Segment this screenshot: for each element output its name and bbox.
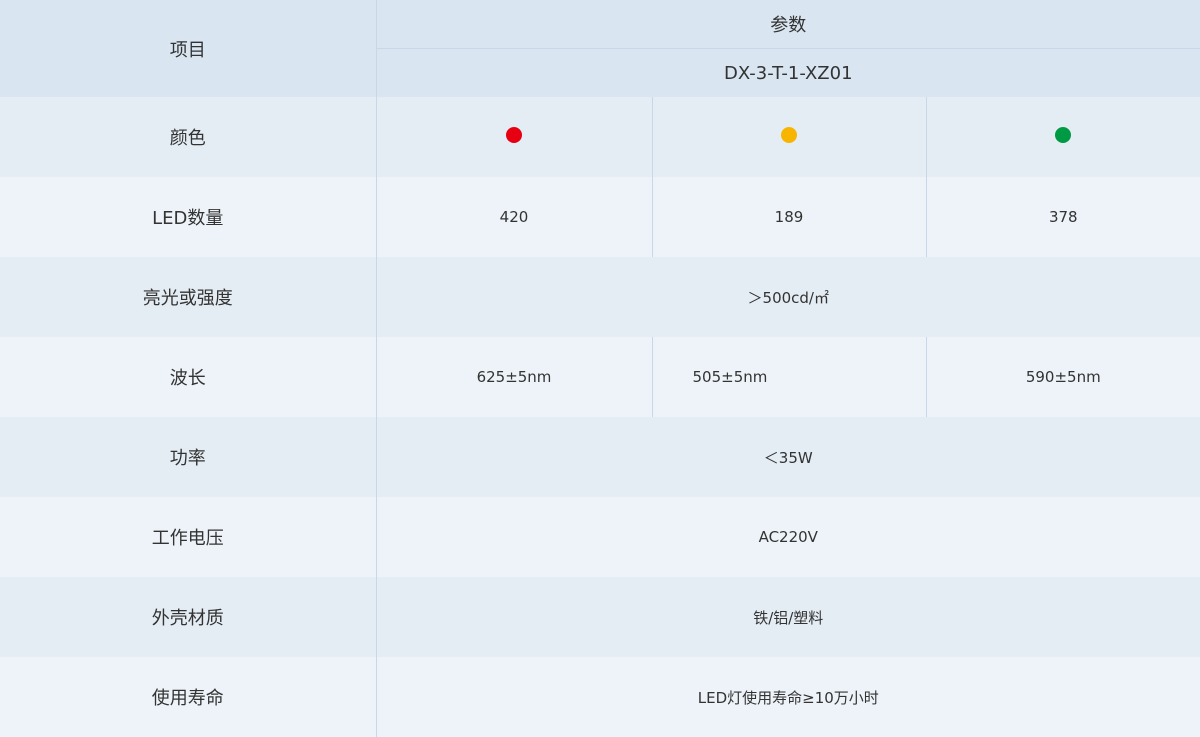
row-label: 亮光或强度: [0, 257, 377, 337]
cell: 590±5nm: [926, 337, 1200, 417]
cell: 420: [376, 177, 653, 257]
row-label: 使用寿命: [0, 657, 377, 737]
yellow-dot: [781, 127, 797, 143]
cell: LED灯使用寿命≥10万小时: [376, 657, 1200, 737]
row-label: 工作电压: [0, 497, 377, 577]
cell: 铁/铝/塑料: [376, 577, 1200, 657]
header-params: 参数: [376, 0, 1200, 49]
cell: 625±5nm: [376, 337, 653, 417]
cell: 505±5nm: [652, 337, 927, 417]
row-label: 颜色: [0, 97, 377, 177]
row-label: 波长: [0, 337, 377, 417]
header-model: DX-3-T-1-XZ01: [376, 48, 1200, 97]
row-label: LED数量: [0, 177, 377, 257]
header-item: 项目: [0, 0, 377, 97]
cell: 378: [926, 177, 1200, 257]
cell: 189: [652, 177, 927, 257]
row-label: 功率: [0, 417, 377, 497]
red-dot: [506, 127, 522, 143]
cell: ＞500cd/㎡: [376, 257, 1200, 337]
green-dot: [1055, 127, 1072, 143]
cell: ＜35W: [376, 417, 1200, 497]
cell: AC220V: [376, 497, 1200, 577]
row-label: 外壳材质: [0, 577, 377, 657]
